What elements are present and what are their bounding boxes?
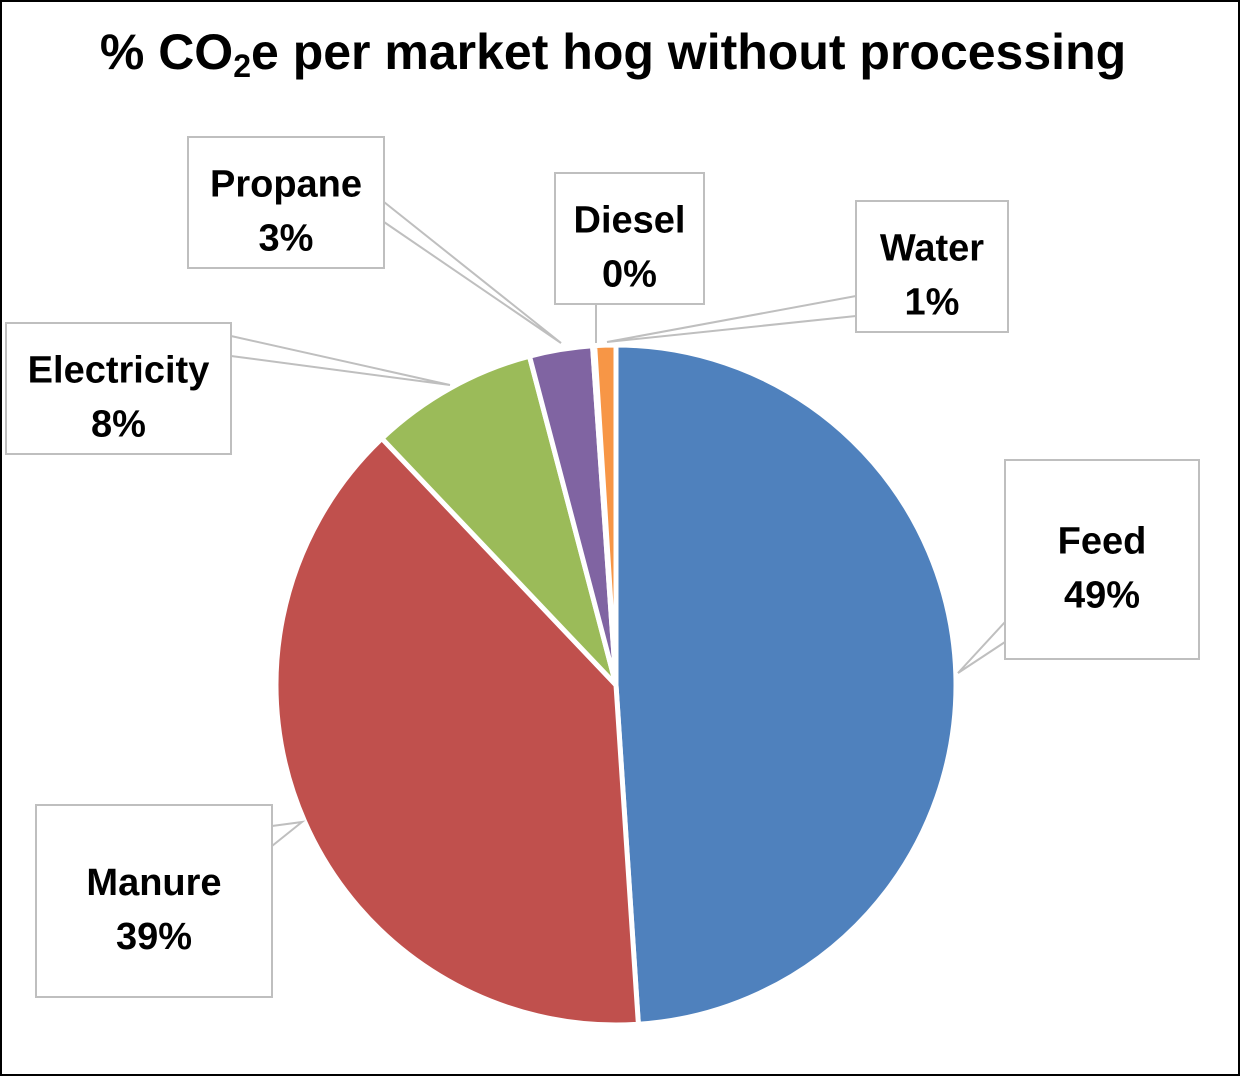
slice-name-water: Water [880,228,984,270]
slice-value-propane: 3% [259,218,314,260]
chart-title-subscript: 2 [233,48,251,84]
callout-box-manure [35,804,273,998]
callout-box-feed [1004,459,1200,660]
callout-box-propane [187,136,385,269]
chart-title: % CO2e per market hog without processing [2,20,1224,84]
callout-box-diesel [554,172,705,305]
callout-box-water [855,200,1009,333]
callout-feed: Feed 49% [957,459,1200,674]
leader-line-propane [383,201,562,344]
callout-electricity: Electricity 8% [5,322,451,455]
callout-manure: Manure 39% [35,804,306,998]
slice-name-electricity: Electricity [28,350,210,392]
slice-name-propane: Propane [210,164,362,206]
callout-box-electricity [5,322,232,455]
pie-slice-manure [273,435,641,1028]
pie-slice-feed [613,342,959,1027]
leader-line-water [606,295,857,343]
slice-name-manure: Manure [86,862,221,904]
callout-water: Water 1% [606,200,1009,343]
slice-name-diesel: Diesel [574,200,686,242]
leader-line-electricity [230,335,451,386]
chart-title-prefix: % CO [99,24,234,80]
slice-value-diesel: 0% [602,254,657,296]
pie-slice-electricity [379,353,619,688]
chart-title-suffix: e per market hog without processing [251,24,1127,80]
slice-value-manure: 39% [116,916,192,958]
callout-diesel: Diesel 0% [554,172,705,343]
slice-value-water: 1% [905,282,960,324]
slice-value-feed: 49% [1064,575,1140,617]
leader-line-feed [957,621,1006,674]
pie-slice-water [592,342,619,688]
callout-propane: Propane 3% [187,136,562,344]
leader-line-manure [271,820,306,847]
slice-name-feed: Feed [1058,521,1147,563]
slice-value-electricity: 8% [91,404,146,446]
